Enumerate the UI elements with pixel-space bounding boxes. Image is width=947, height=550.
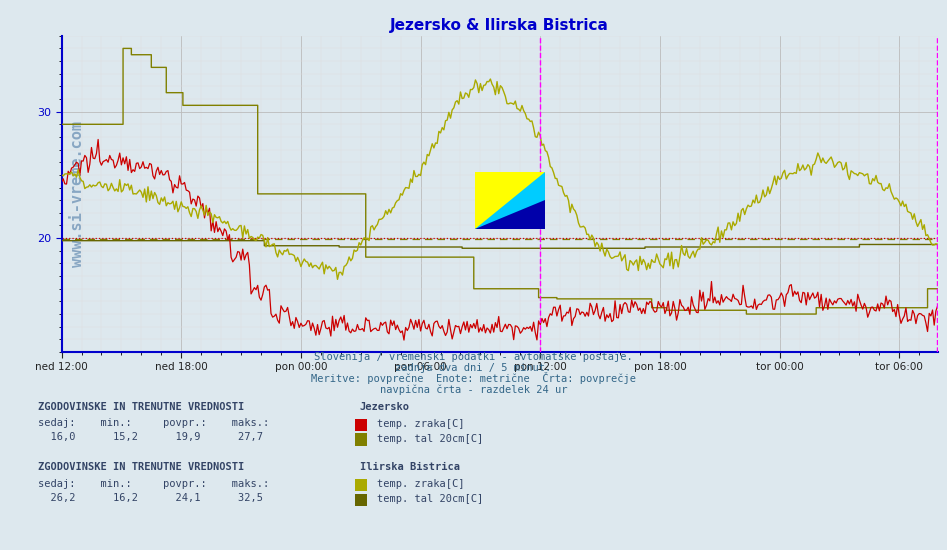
Text: www.si-vreme.com: www.si-vreme.com (70, 121, 85, 267)
Title: Jezersko & Ilirska Bistrica: Jezersko & Ilirska Bistrica (390, 18, 609, 33)
Text: sedaj:    min.:     povpr.:    maks.:: sedaj: min.: povpr.: maks.: (38, 478, 269, 489)
Text: ZGODOVINSKE IN TRENUTNE VREDNOSTI: ZGODOVINSKE IN TRENUTNE VREDNOSTI (38, 402, 244, 412)
Text: 16,0      15,2      19,9      27,7: 16,0 15,2 19,9 27,7 (38, 432, 263, 442)
Text: navpična črta - razdelek 24 ur: navpična črta - razdelek 24 ur (380, 385, 567, 395)
Text: Slovenija / vremenski podatki - avtomatske postaje.: Slovenija / vremenski podatki - avtomats… (314, 352, 633, 362)
Text: ZGODOVINSKE IN TRENUTNE VREDNOSTI: ZGODOVINSKE IN TRENUTNE VREDNOSTI (38, 462, 244, 472)
Text: temp. tal 20cm[C]: temp. tal 20cm[C] (377, 433, 483, 444)
Text: temp. tal 20cm[C]: temp. tal 20cm[C] (377, 494, 483, 504)
Text: Jezersko: Jezersko (360, 402, 410, 412)
Text: temp. zraka[C]: temp. zraka[C] (377, 419, 464, 429)
Text: Ilirska Bistrica: Ilirska Bistrica (360, 462, 460, 472)
Text: Meritve: povprečne  Enote: metrične  Črta: povprečje: Meritve: povprečne Enote: metrične Črta:… (311, 372, 636, 384)
Bar (475, 172, 545, 229)
Text: 26,2      16,2      24,1      32,5: 26,2 16,2 24,1 32,5 (38, 492, 263, 503)
Text: zadnja dva dni / 5 minut.: zadnja dva dni / 5 minut. (396, 363, 551, 373)
Text: sedaj:    min.:     povpr.:    maks.:: sedaj: min.: povpr.: maks.: (38, 418, 269, 428)
Polygon shape (475, 200, 545, 229)
Polygon shape (475, 172, 545, 229)
Text: temp. zraka[C]: temp. zraka[C] (377, 479, 464, 490)
